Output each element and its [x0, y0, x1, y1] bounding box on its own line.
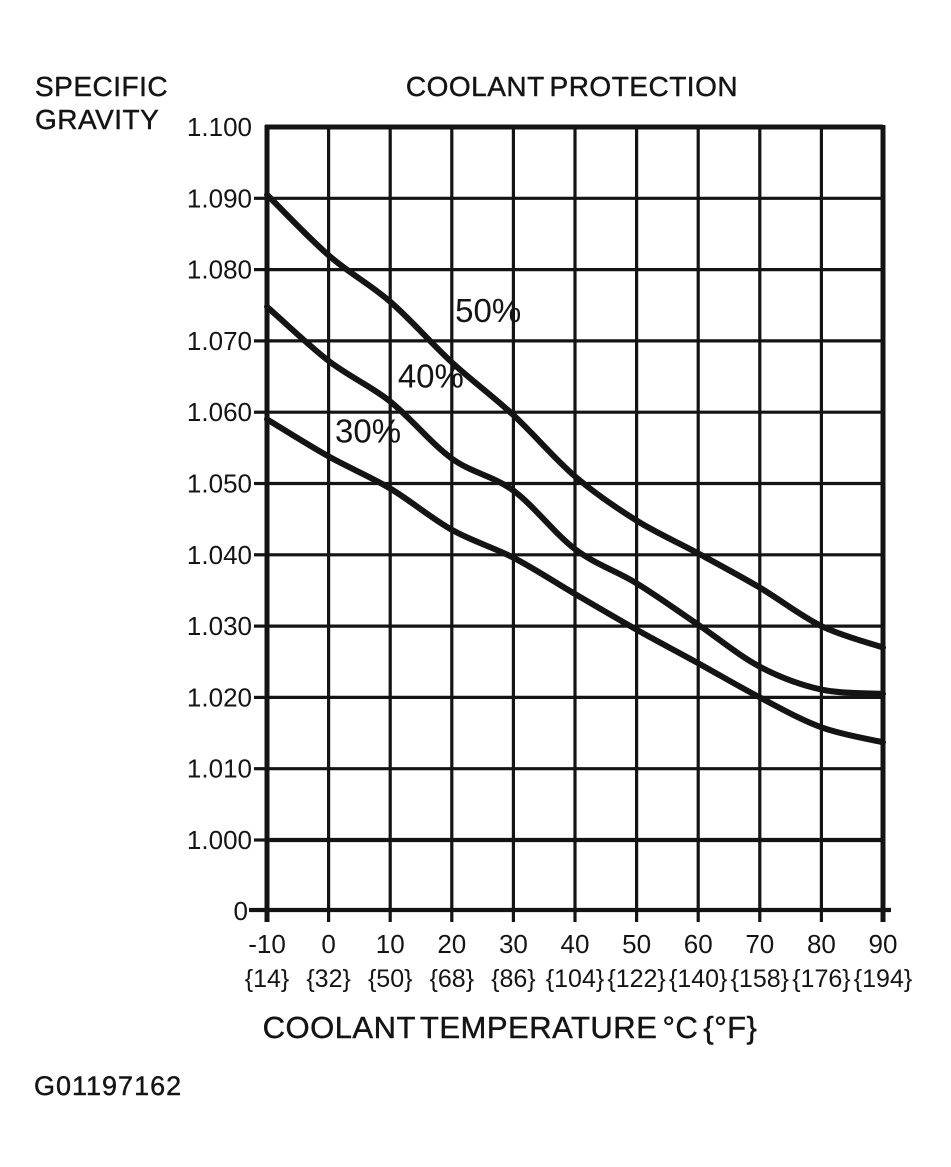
x-tick-label-fahrenheit: {50}	[368, 965, 413, 993]
x-tick-label-celsius: 90	[869, 929, 898, 959]
x-tick-label-fahrenheit: {14}	[245, 965, 290, 993]
y-tick-label: 1.060	[187, 397, 252, 427]
x-tick-label-fahrenheit: {140}	[669, 965, 727, 993]
chart-title: COOLANT PROTECTION	[405, 71, 739, 102]
y-tick-label: 1.050	[187, 469, 252, 499]
x-tick-label-celsius: 50	[622, 929, 651, 959]
x-tick-label-fahrenheit: {104}	[546, 965, 604, 993]
x-tick-label-fahrenheit: {32}	[306, 965, 351, 993]
curve-50pct	[264, 191, 886, 651]
x-tick-label-fahrenheit: {86}	[491, 965, 536, 993]
y-origin-label: 0	[234, 896, 248, 926]
x-tick-label-celsius: 60	[684, 929, 713, 959]
y-tick-label: 1.070	[187, 326, 252, 356]
curve-30pct	[264, 416, 886, 746]
curve-40pct	[264, 303, 886, 697]
curve-label-50pct: 50%	[455, 292, 521, 329]
x-tick-label-fahrenheit: {176}	[792, 965, 850, 993]
x-axis-title: COOLANT TEMPERATURE °C {°F}	[262, 1010, 758, 1045]
figure-code: G01197162	[34, 1071, 183, 1101]
y-axis-title-line2: GRAVITY	[35, 104, 160, 135]
y-axis-title: SPECIFIC GRAVITY	[35, 70, 168, 136]
y-tick-label: 1.040	[187, 540, 252, 570]
y-tick-label: 1.030	[187, 611, 252, 641]
x-tick-label-fahrenheit: {194}	[854, 965, 912, 993]
curve-label-30pct: 30%	[335, 412, 401, 449]
x-tick-label-celsius: 70	[745, 929, 774, 959]
x-tick-label-fahrenheit: {68}	[430, 965, 475, 993]
y-tick-label: 1.010	[187, 754, 252, 784]
x-tick-label-celsius: 30	[499, 929, 528, 959]
x-tick-label-celsius: 10	[376, 929, 405, 959]
y-tick-label: 1.000	[187, 825, 252, 855]
x-tick-label-fahrenheit: {158}	[731, 965, 789, 993]
y-tick-label: 1.080	[187, 255, 252, 285]
y-tick-label: 1.100	[187, 112, 252, 142]
curve-label-40pct: 40%	[398, 358, 464, 395]
x-tick-label-fahrenheit: {122}	[607, 965, 665, 993]
x-tick-label-celsius: -10	[248, 929, 286, 959]
x-tick-label-celsius: 80	[807, 929, 836, 959]
x-tick-label-celsius: 0	[321, 929, 335, 959]
y-axis-title-line1: SPECIFIC	[35, 71, 169, 102]
y-tick-label: 1.020	[187, 682, 252, 712]
x-tick-label-celsius: 20	[437, 929, 466, 959]
x-tick-label-celsius: 40	[561, 929, 590, 959]
y-tick-label: 1.090	[187, 183, 252, 213]
